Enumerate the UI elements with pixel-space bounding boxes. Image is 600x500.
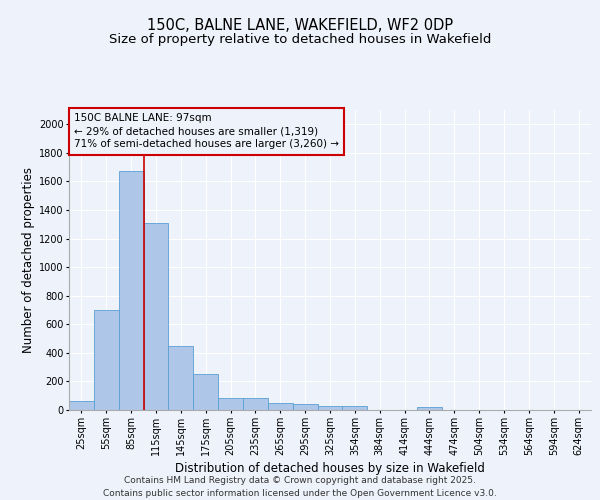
Bar bbox=[218, 398, 243, 410]
Bar bbox=[293, 404, 317, 410]
Bar bbox=[317, 406, 343, 410]
Bar bbox=[193, 374, 218, 410]
Text: 150C BALNE LANE: 97sqm
← 29% of detached houses are smaller (1,319)
71% of semi-: 150C BALNE LANE: 97sqm ← 29% of detached… bbox=[74, 113, 339, 150]
Bar bbox=[143, 223, 169, 410]
Bar bbox=[417, 407, 442, 410]
Text: Size of property relative to detached houses in Wakefield: Size of property relative to detached ho… bbox=[109, 32, 491, 46]
Text: Contains HM Land Registry data © Crown copyright and database right 2025.
Contai: Contains HM Land Registry data © Crown c… bbox=[103, 476, 497, 498]
Bar bbox=[119, 172, 143, 410]
Bar bbox=[343, 406, 367, 410]
Bar bbox=[69, 400, 94, 410]
Y-axis label: Number of detached properties: Number of detached properties bbox=[22, 167, 35, 353]
Bar bbox=[169, 346, 193, 410]
Text: 150C, BALNE LANE, WAKEFIELD, WF2 0DP: 150C, BALNE LANE, WAKEFIELD, WF2 0DP bbox=[147, 18, 453, 32]
X-axis label: Distribution of detached houses by size in Wakefield: Distribution of detached houses by size … bbox=[175, 462, 485, 475]
Bar bbox=[243, 398, 268, 410]
Bar bbox=[94, 310, 119, 410]
Bar bbox=[268, 403, 293, 410]
